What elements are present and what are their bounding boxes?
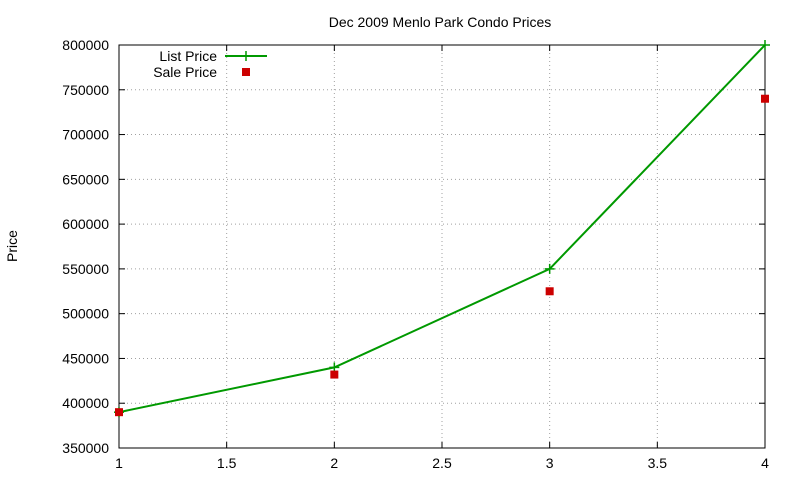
y-tick-label: 350000	[62, 440, 109, 456]
x-tick-label: 2.5	[432, 455, 452, 471]
legend-marker	[241, 51, 251, 61]
data-point	[544, 263, 555, 274]
y-tick-label: 600000	[62, 216, 109, 232]
y-tick-label: 500000	[62, 306, 109, 322]
x-tick-label: 2	[330, 455, 338, 471]
y-tick-label: 450000	[62, 350, 109, 366]
data-point	[115, 408, 123, 417]
x-tick-label: 3	[546, 455, 554, 471]
y-tick-label: 800000	[62, 37, 109, 53]
data-point	[760, 40, 770, 50]
y-tick-label: 650000	[62, 171, 109, 187]
data-point	[330, 370, 339, 379]
data-point	[545, 287, 554, 296]
series-line	[118, 44, 766, 414]
x-tick-label: 3.5	[648, 455, 668, 471]
data-point	[761, 94, 769, 103]
y-tick-label: 750000	[62, 82, 109, 98]
legend-label: Sale Price	[153, 64, 217, 80]
axes: 1 1.5 2 2.5 3 3.5 4 350000 400000 450000 500000 550…	[62, 37, 769, 471]
x-tick-label: 1.5	[217, 455, 237, 471]
grid	[119, 45, 765, 448]
legend-marker	[242, 68, 250, 76]
series-layer	[114, 40, 770, 418]
x-tick-label: 4	[761, 455, 769, 471]
series-sale-price	[115, 94, 769, 417]
legend-label: List Price	[159, 48, 217, 64]
x-tick-label: 1	[115, 455, 123, 471]
y-tick-label: 700000	[62, 127, 109, 143]
series-list-price	[114, 40, 770, 418]
y-axis-label: Price	[4, 230, 20, 262]
y-tick-label: 400000	[62, 395, 109, 411]
chart-title: Dec 2009 Menlo Park Condo Prices	[329, 14, 552, 30]
y-tick-label: 550000	[62, 261, 109, 277]
